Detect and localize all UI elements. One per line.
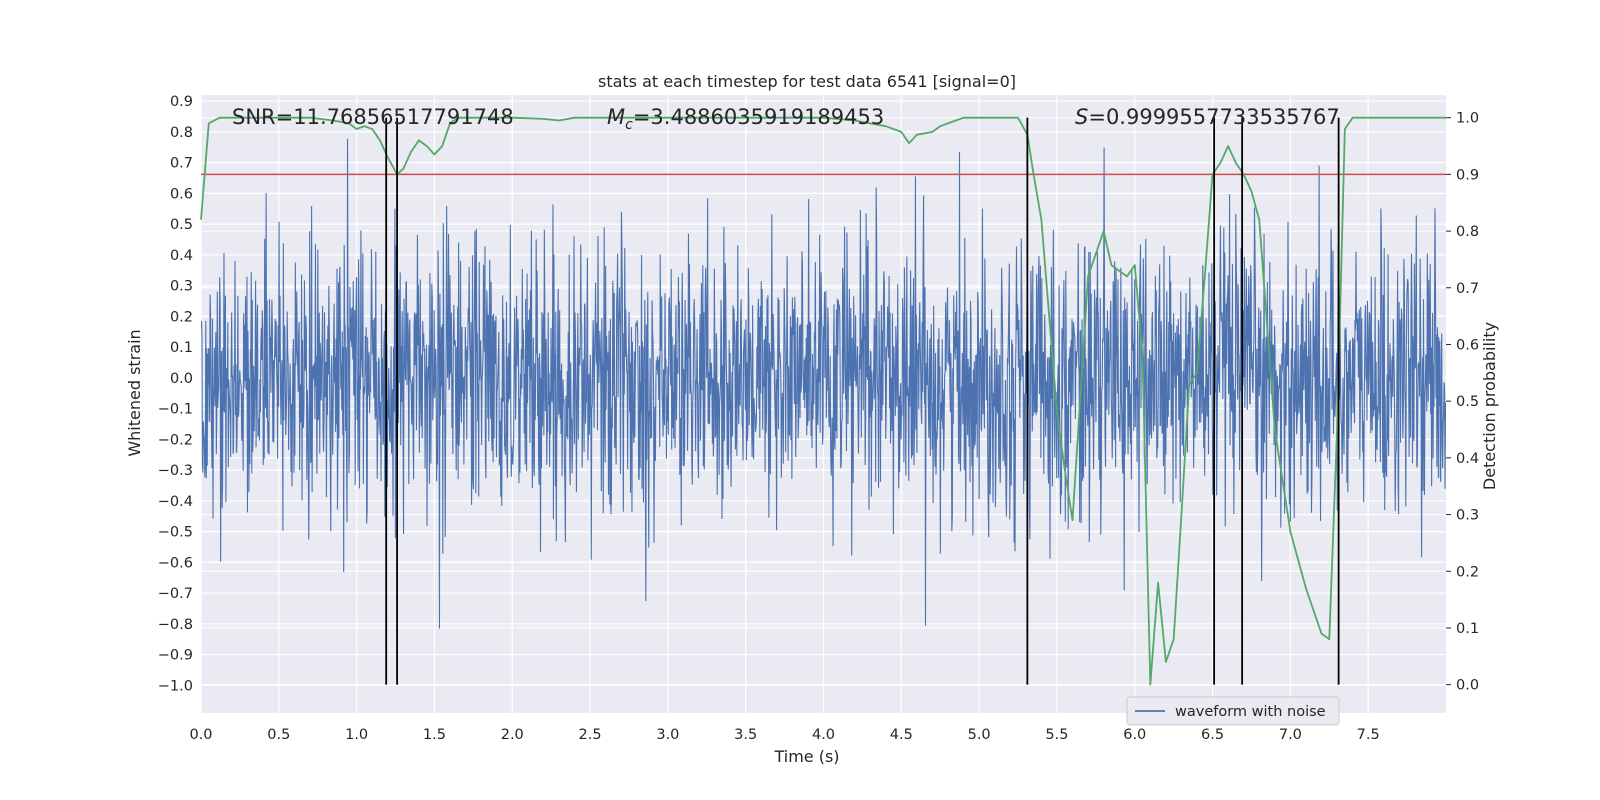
y-right-tick-label: 0.5 — [1456, 394, 1479, 410]
x-axis-label: Time (s) — [773, 747, 839, 766]
probability-line — [200, 116, 1446, 686]
x-tick-label: 3.0 — [656, 727, 679, 743]
x-tick-label: 5.5 — [1045, 727, 1068, 743]
s-symbol: S — [1075, 105, 1088, 129]
y-left-tick-label: −0.7 — [158, 586, 193, 602]
y-left-tick-label: 0.9 — [170, 94, 193, 110]
y-right-tick-label: 0.6 — [1456, 337, 1479, 353]
snr-annotation: SNR=11.76856517791748 — [232, 105, 514, 129]
y-left-axis-ticks: 0.9 0.8 0.7 0.6 0.5 0.4 0.3 0.2 0.1 0.0 −0.1 −0.2 −0… — [158, 94, 193, 694]
legend: waveform with noise — [1126, 696, 1340, 726]
mc-value: =3.4886035919189453 — [633, 105, 884, 129]
y-left-tick-label: −0.4 — [158, 494, 193, 510]
y-right-tick-label: 0.4 — [1456, 451, 1479, 467]
y-left-tick-label: 0.1 — [170, 340, 193, 356]
s-annotation: S=0.9999557733535767 — [1075, 105, 1340, 129]
x-tick-label: 5.0 — [968, 727, 991, 743]
x-tick-label: 2.5 — [579, 727, 602, 743]
legend-box — [1126, 696, 1340, 726]
y-right-tick-label: 0.1 — [1456, 621, 1479, 637]
s-value: =0.9999557733535767 — [1088, 105, 1339, 129]
x-tick-label: 2.0 — [501, 727, 524, 743]
y-left-tick-label: 0.0 — [170, 371, 193, 387]
y-right-axis-label: Detection probability — [1480, 322, 1499, 490]
mc-symbol: M — [607, 105, 625, 129]
y-right-tick-label: 0.9 — [1456, 167, 1479, 183]
y-left-tick-label: −0.8 — [158, 617, 193, 633]
y-right-tick-label: 0.2 — [1456, 564, 1479, 580]
y-left-tick-label: 0.2 — [170, 309, 193, 325]
x-tick-label: 7.0 — [1279, 727, 1302, 743]
x-tick-label: 0.0 — [189, 727, 212, 743]
x-tick-label: 3.5 — [734, 727, 757, 743]
legend-label: waveform with noise — [1175, 704, 1326, 720]
x-tick-label: 0.5 — [267, 727, 290, 743]
y-left-tick-label: 0.5 — [170, 217, 193, 233]
x-tick-label: 4.5 — [890, 727, 913, 743]
x-tick-label: 6.5 — [1201, 727, 1224, 743]
x-tick-label: 1.5 — [423, 727, 446, 743]
chart-title: stats at each timestep for test data 654… — [598, 72, 1016, 91]
y-left-tick-label: 0.3 — [170, 279, 193, 295]
x-tick-label: 7.5 — [1357, 727, 1380, 743]
mc-subscript: c — [625, 117, 633, 133]
y-right-tick-label: 0.7 — [1456, 281, 1479, 297]
waveform-line — [201, 138, 1446, 629]
y-left-tick-label: 0.7 — [170, 156, 193, 172]
y-left-axis-label: Whitened strain — [125, 329, 144, 456]
vertical-markers — [385, 117, 1340, 685]
x-tick-label: 6.0 — [1123, 727, 1146, 743]
y-left-tick-label: −0.2 — [158, 432, 193, 448]
x-tick-label: 1.0 — [345, 727, 368, 743]
waveform-series — [201, 138, 1446, 629]
y-left-tick-label: 0.4 — [170, 248, 193, 264]
y-right-axis-ticks: 1.0 0.9 0.8 0.7 0.6 0.5 0.4 0.3 0.2 0.1 0.0 — [1446, 111, 1479, 694]
y-left-tick-label: −0.1 — [158, 402, 193, 418]
x-tick-label: 4.0 — [812, 727, 835, 743]
y-left-tick-label: −0.3 — [158, 463, 193, 479]
y-right-tick-label: 0.3 — [1456, 508, 1479, 524]
mc-annotation: Mc=3.4886035919189453 — [607, 105, 884, 133]
x-axis-ticks: 0.0 0.5 1.0 1.5 2.0 2.5 3.0 3.5 4.0 4.5 5.0 5.5 6.0 6… — [189, 727, 1379, 743]
y-left-tick-label: 0.8 — [170, 125, 193, 141]
y-left-tick-label: 0.6 — [170, 186, 193, 202]
y-right-tick-label: 0.8 — [1456, 224, 1479, 240]
y-right-tick-label: 0.0 — [1456, 678, 1479, 694]
y-right-tick-label: 1.0 — [1456, 111, 1479, 127]
y-left-tick-label: −0.6 — [158, 555, 193, 571]
y-left-tick-label: −1.0 — [158, 678, 193, 694]
y-left-tick-label: −0.5 — [158, 525, 193, 541]
y-left-tick-label: −0.9 — [158, 648, 193, 664]
probability-series — [200, 116, 1446, 686]
